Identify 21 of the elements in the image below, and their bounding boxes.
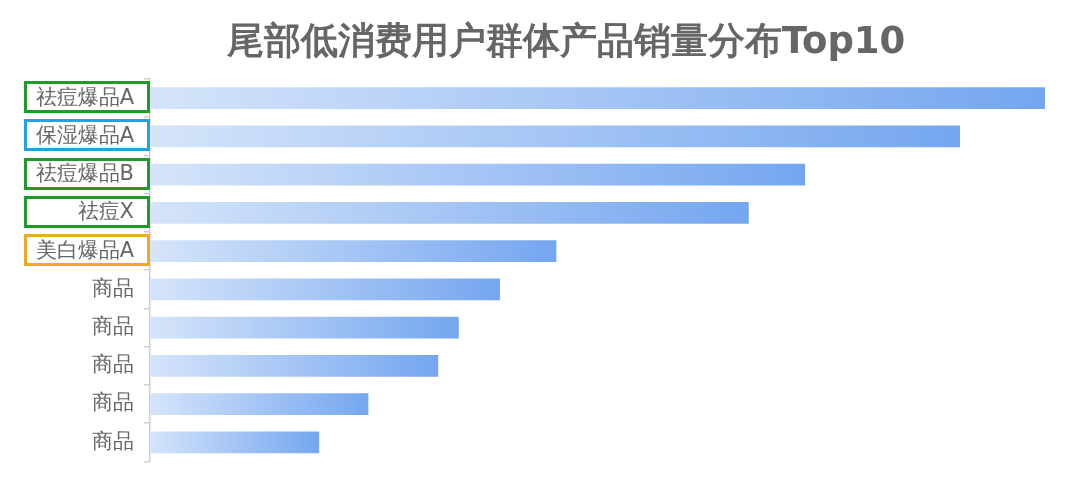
bar — [150, 393, 369, 415]
y-tick-label: 商品 — [92, 390, 134, 415]
y-tick-label: 祛痘爆品A — [35, 84, 135, 109]
bar — [150, 201, 749, 224]
bar — [150, 125, 960, 148]
y-tick-label: 商品 — [92, 275, 134, 300]
bar — [150, 316, 459, 339]
y-tick-label: 商品 — [92, 314, 134, 339]
bar — [150, 240, 557, 262]
bar — [150, 354, 439, 377]
y-tick-label: 保湿爆品A — [35, 122, 135, 147]
bar — [150, 278, 500, 301]
bar — [150, 431, 320, 454]
y-tick-label: 商品 — [92, 352, 134, 377]
y-tick-label: 祛痘X — [77, 199, 134, 224]
y-tick-label: 美白爆品A — [35, 237, 135, 262]
chart-title: 尾部低消费用户群体产品销量分布Top10 — [225, 18, 907, 64]
bar — [150, 163, 806, 186]
y-tick-label: 商品 — [92, 428, 134, 453]
bar — [150, 87, 1045, 110]
y-tick-label: 祛痘爆品B — [35, 161, 134, 186]
